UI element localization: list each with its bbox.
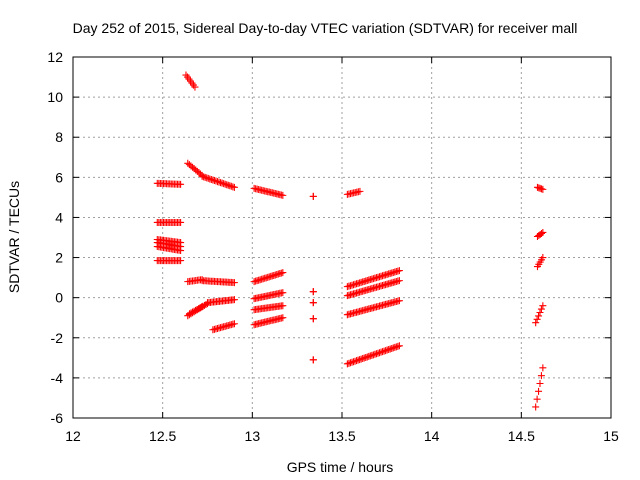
y-tick-label: -6 — [51, 410, 64, 426]
y-tick-label: 0 — [55, 290, 63, 306]
data-point — [536, 309, 544, 317]
x-tick-label: 14.5 — [508, 428, 535, 444]
data-point — [539, 254, 547, 262]
data-point — [177, 218, 185, 226]
data-points — [153, 71, 547, 411]
data-point — [309, 356, 317, 364]
data-point — [309, 192, 317, 200]
data-point — [395, 342, 403, 350]
x-tick-label: 15 — [603, 428, 619, 444]
data-point — [309, 299, 317, 307]
data-point — [395, 277, 403, 285]
data-point — [279, 269, 287, 277]
data-point — [532, 319, 540, 327]
y-tick-label: 2 — [55, 250, 63, 266]
data-point — [190, 307, 198, 315]
data-point — [535, 312, 543, 320]
data-point — [279, 302, 287, 310]
x-tick-label: 12 — [65, 428, 81, 444]
data-point — [539, 364, 547, 372]
data-point — [356, 187, 364, 195]
data-point — [535, 387, 543, 395]
y-axis-label: SDTVAR / TECUs — [6, 181, 22, 293]
data-point — [177, 180, 185, 188]
data-point — [230, 320, 238, 328]
data-point — [177, 247, 185, 255]
y-tick-label: 12 — [47, 49, 63, 65]
data-point — [279, 289, 287, 297]
x-tick-label: 13.5 — [328, 428, 355, 444]
data-point — [537, 305, 545, 313]
y-tick-label: 4 — [55, 209, 63, 225]
grid-lines — [73, 57, 611, 418]
y-tick-label: 8 — [55, 129, 63, 145]
x-tick-label: 13 — [245, 428, 261, 444]
data-point — [279, 314, 287, 322]
data-point — [230, 183, 238, 191]
chart-title: Day 252 of 2015, Sidereal Day-to-day VTE… — [73, 20, 578, 36]
data-point — [199, 302, 207, 310]
data-point — [395, 297, 403, 305]
data-point — [533, 315, 541, 323]
data-point — [538, 229, 546, 237]
data-point — [309, 288, 317, 296]
y-tick-label: -4 — [51, 370, 64, 386]
data-point — [279, 191, 287, 199]
y-tick-label: -2 — [51, 330, 64, 346]
data-point — [536, 380, 544, 388]
data-point — [186, 310, 194, 318]
data-point — [309, 315, 317, 323]
x-tick-label: 14 — [424, 428, 440, 444]
data-point — [196, 304, 204, 312]
data-point — [395, 267, 403, 275]
data-point — [195, 305, 203, 313]
data-point — [230, 279, 238, 287]
y-tick-label: 6 — [55, 169, 63, 185]
data-point — [539, 228, 547, 236]
data-point — [539, 302, 547, 310]
data-point — [177, 257, 185, 265]
data-point — [189, 308, 197, 316]
y-tick-label: 10 — [47, 89, 63, 105]
data-point — [533, 395, 541, 403]
x-axis-label: GPS time / hours — [287, 459, 394, 475]
data-point — [187, 309, 195, 317]
x-tick-label: 12.5 — [149, 428, 176, 444]
data-point — [532, 403, 540, 411]
axis-ticks: 12 12.5 13 13.5 14 14.5 15 -6 -4 -2 0 2 4 6 8 10 12 — [47, 49, 619, 444]
data-point — [192, 306, 200, 314]
data-point — [193, 306, 201, 314]
data-point — [539, 185, 547, 193]
data-point — [191, 83, 199, 91]
data-point — [198, 303, 206, 311]
data-point — [537, 372, 545, 380]
data-point — [230, 296, 238, 304]
